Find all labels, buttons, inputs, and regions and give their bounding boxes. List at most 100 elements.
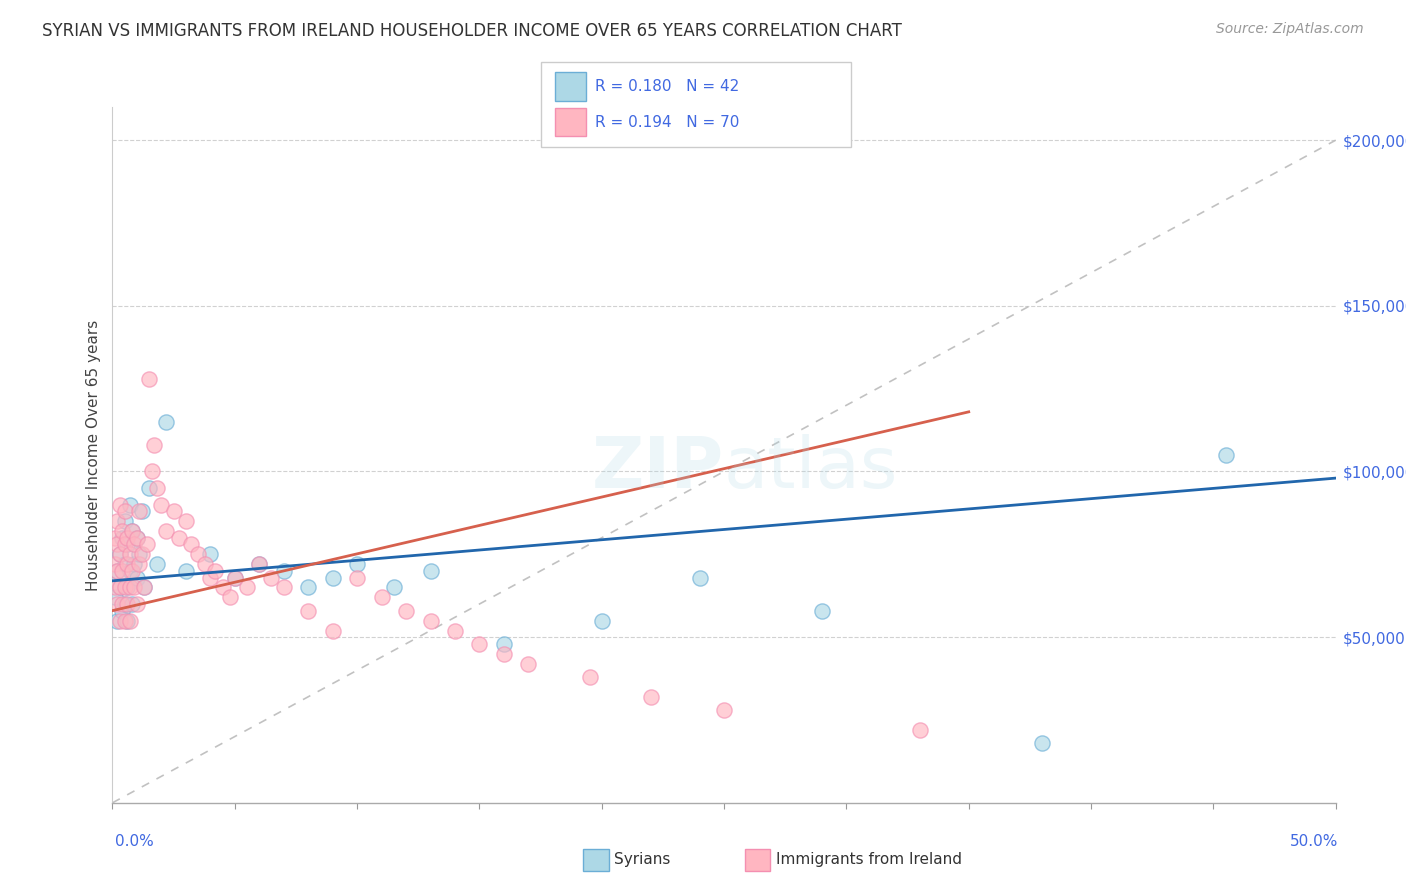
Point	[124, 537, 146, 551]
Point	[105, 537, 128, 551]
Point	[194, 558, 217, 572]
Y-axis label: Householder Income Over 65 years: Householder Income Over 65 years	[86, 319, 101, 591]
Point	[155, 524, 177, 538]
Point	[114, 537, 136, 551]
Point	[118, 614, 141, 628]
Point	[104, 531, 127, 545]
Point	[138, 372, 160, 386]
Text: 50.0%: 50.0%	[1291, 834, 1339, 849]
Point	[125, 531, 148, 545]
Point	[114, 597, 136, 611]
Point	[105, 564, 128, 578]
Point	[108, 547, 131, 561]
Point	[713, 703, 735, 717]
Point	[145, 558, 167, 572]
Point	[125, 597, 148, 611]
Point	[689, 570, 711, 584]
Point	[108, 581, 131, 595]
Point	[111, 524, 134, 538]
Point	[908, 723, 931, 737]
Point	[200, 547, 222, 561]
Point	[118, 564, 141, 578]
Point	[115, 581, 138, 595]
Point	[468, 637, 491, 651]
Point	[115, 531, 138, 545]
Point	[111, 531, 134, 545]
Point	[297, 581, 319, 595]
Point	[128, 558, 150, 572]
Point	[124, 558, 146, 572]
Point	[105, 597, 128, 611]
Point	[114, 504, 136, 518]
Point	[115, 614, 138, 628]
Point	[224, 570, 246, 584]
Point	[121, 564, 143, 578]
Point	[141, 465, 163, 479]
Point	[174, 564, 197, 578]
Point	[370, 591, 392, 605]
Point	[108, 614, 131, 628]
Point	[115, 558, 138, 572]
Point	[114, 581, 136, 595]
Point	[131, 504, 153, 518]
Point	[143, 438, 166, 452]
Point	[131, 547, 153, 561]
Point	[395, 604, 418, 618]
Point	[108, 498, 131, 512]
Point	[108, 547, 131, 561]
Point	[150, 498, 173, 512]
Point	[174, 514, 197, 528]
Point	[346, 570, 368, 584]
Point	[145, 481, 167, 495]
Point	[211, 581, 233, 595]
Point	[492, 637, 515, 651]
Point	[260, 570, 283, 584]
Point	[135, 537, 157, 551]
Point	[273, 581, 295, 595]
Point	[1215, 448, 1237, 462]
Point	[444, 624, 467, 638]
Point	[578, 670, 600, 684]
Point	[419, 564, 441, 578]
Point	[114, 614, 136, 628]
Point	[1031, 736, 1053, 750]
Text: 0.0%: 0.0%	[115, 834, 155, 849]
Point	[322, 624, 344, 638]
Point	[125, 531, 148, 545]
Point	[134, 581, 156, 595]
Point	[247, 558, 270, 572]
Text: Source: ZipAtlas.com: Source: ZipAtlas.com	[1216, 22, 1364, 37]
Point	[105, 514, 128, 528]
Point	[118, 547, 141, 561]
Point	[105, 564, 128, 578]
Point	[591, 614, 613, 628]
Point	[224, 570, 246, 584]
Point	[121, 524, 143, 538]
Point	[138, 481, 160, 495]
Point	[187, 547, 209, 561]
Point	[273, 564, 295, 578]
Point	[114, 558, 136, 572]
Point	[104, 591, 127, 605]
Point	[640, 690, 662, 704]
Text: atlas: atlas	[724, 434, 898, 503]
Point	[811, 604, 834, 618]
Point	[517, 657, 540, 671]
Point	[111, 564, 134, 578]
Point	[134, 581, 156, 595]
Point	[128, 504, 150, 518]
Point	[114, 514, 136, 528]
Point	[124, 581, 146, 595]
Text: ZIP: ZIP	[592, 434, 724, 503]
Point	[297, 604, 319, 618]
Text: Syrians: Syrians	[614, 853, 671, 867]
Point	[204, 564, 226, 578]
Point	[382, 581, 405, 595]
Point	[180, 537, 202, 551]
Point	[115, 597, 138, 611]
Point	[247, 558, 270, 572]
Point	[492, 647, 515, 661]
Point	[419, 614, 441, 628]
Point	[346, 558, 368, 572]
Point	[121, 524, 143, 538]
